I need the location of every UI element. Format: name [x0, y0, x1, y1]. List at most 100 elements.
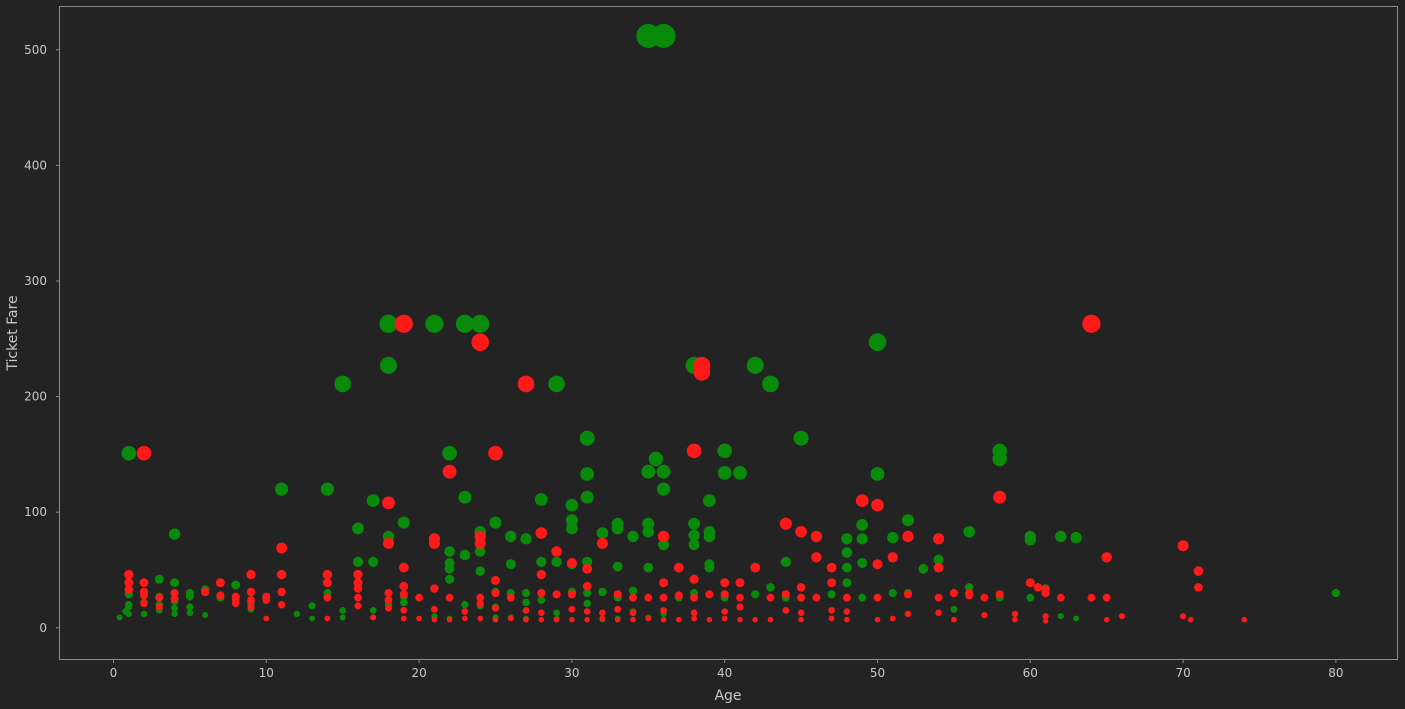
scatter-point — [887, 552, 898, 563]
scatter-point — [627, 530, 639, 543]
scatter-point — [1102, 593, 1111, 602]
scatter-point — [841, 547, 853, 558]
scatter-point — [444, 558, 455, 568]
scatter-point — [810, 530, 823, 543]
scatter-point — [844, 616, 850, 623]
scatter-point — [507, 615, 514, 622]
scatter-point — [461, 601, 469, 609]
y-tick-label: 400 — [24, 158, 47, 172]
scatter-point — [856, 533, 868, 545]
scatter-point — [1241, 616, 1247, 623]
scatter-point — [641, 464, 656, 479]
scatter-point — [868, 333, 887, 352]
scatter-point — [873, 593, 882, 602]
scatter-point — [656, 464, 671, 479]
scatter-point — [980, 593, 989, 602]
scatter-point — [155, 603, 163, 611]
scatter-point — [140, 610, 148, 618]
scatter-point — [136, 445, 152, 461]
scatter-point — [918, 563, 929, 574]
scatter-point — [538, 616, 545, 623]
scatter-point — [904, 610, 912, 618]
scatter-point — [276, 542, 287, 554]
scatter-point — [415, 593, 423, 602]
scatter-point — [1055, 530, 1067, 543]
scatter-point — [766, 583, 775, 592]
scatter-point — [858, 593, 867, 602]
scatter-point — [583, 599, 591, 608]
scatter-point — [1056, 593, 1065, 602]
scatter-point — [431, 605, 438, 613]
scatter-point — [171, 610, 178, 618]
scatter-point — [949, 589, 959, 598]
scatter-point — [551, 556, 562, 568]
scatter-point — [628, 586, 638, 595]
scatter-point — [322, 578, 332, 588]
scatter-point — [353, 569, 363, 580]
scatter-point — [767, 616, 774, 623]
scatter-point — [857, 558, 868, 568]
scatter-point — [644, 593, 653, 602]
scatter-point — [185, 589, 194, 598]
scatter-point — [537, 596, 546, 604]
scatter-point — [354, 602, 362, 610]
scatter-point — [506, 593, 515, 602]
scatter-point — [629, 609, 637, 617]
scatter-point — [902, 530, 914, 543]
scatter-point — [569, 616, 575, 623]
scatter-point — [522, 598, 530, 607]
scatter-point — [584, 616, 590, 623]
scatter-point — [688, 517, 701, 530]
scatter-point — [1025, 578, 1035, 588]
scatter-point — [352, 522, 364, 535]
scatter-point — [1180, 613, 1187, 620]
scatter-point — [1026, 593, 1035, 602]
scatter-point — [370, 614, 377, 621]
scatter-point — [553, 609, 560, 617]
scatter-point — [842, 578, 852, 588]
scatter-point — [400, 607, 408, 614]
x-axis-ticks: 0 10 20 30 40 50 60 70 80 — [110, 659, 1344, 680]
scatter-point — [186, 609, 194, 617]
scatter-point — [523, 616, 529, 623]
scatter-point — [737, 616, 743, 623]
scatter-point — [565, 498, 579, 512]
scatter-point — [935, 609, 942, 617]
scatter-point — [476, 599, 484, 608]
scatter-point — [752, 616, 758, 623]
scatter-point — [746, 356, 764, 374]
scatter-point — [445, 593, 454, 602]
scatter-point — [1057, 613, 1064, 620]
scatter-point — [488, 445, 503, 461]
x-tick-label: 0 — [110, 666, 118, 680]
scatter-point — [171, 604, 179, 612]
scatter-point — [309, 615, 315, 622]
scatter-point — [579, 430, 595, 446]
scatter-point — [762, 375, 779, 393]
scatter-point — [703, 526, 716, 538]
scatter-point — [446, 616, 453, 623]
x-tick-label: 70 — [1175, 666, 1190, 680]
scatter-point — [686, 443, 702, 459]
scatter-point — [795, 526, 807, 538]
scatter-point — [379, 314, 398, 333]
scatter-point — [246, 569, 256, 580]
scatter-point — [612, 561, 623, 572]
scatter-point — [693, 356, 711, 374]
scatter-point — [651, 23, 676, 48]
scatter-point — [425, 314, 444, 333]
scatter-point — [538, 609, 545, 617]
x-tick-label: 80 — [1328, 666, 1343, 680]
scatter-point — [782, 607, 790, 614]
scatter-point — [797, 593, 805, 602]
scatter-point — [580, 490, 594, 504]
scatter-point — [673, 562, 684, 573]
scatter-point — [124, 578, 134, 588]
scatter-point — [872, 559, 883, 570]
scatter-point — [231, 580, 241, 590]
scatter-point — [843, 593, 851, 602]
scatter-point — [793, 430, 809, 446]
scatter-point — [689, 574, 699, 584]
scatter-point — [308, 602, 316, 610]
